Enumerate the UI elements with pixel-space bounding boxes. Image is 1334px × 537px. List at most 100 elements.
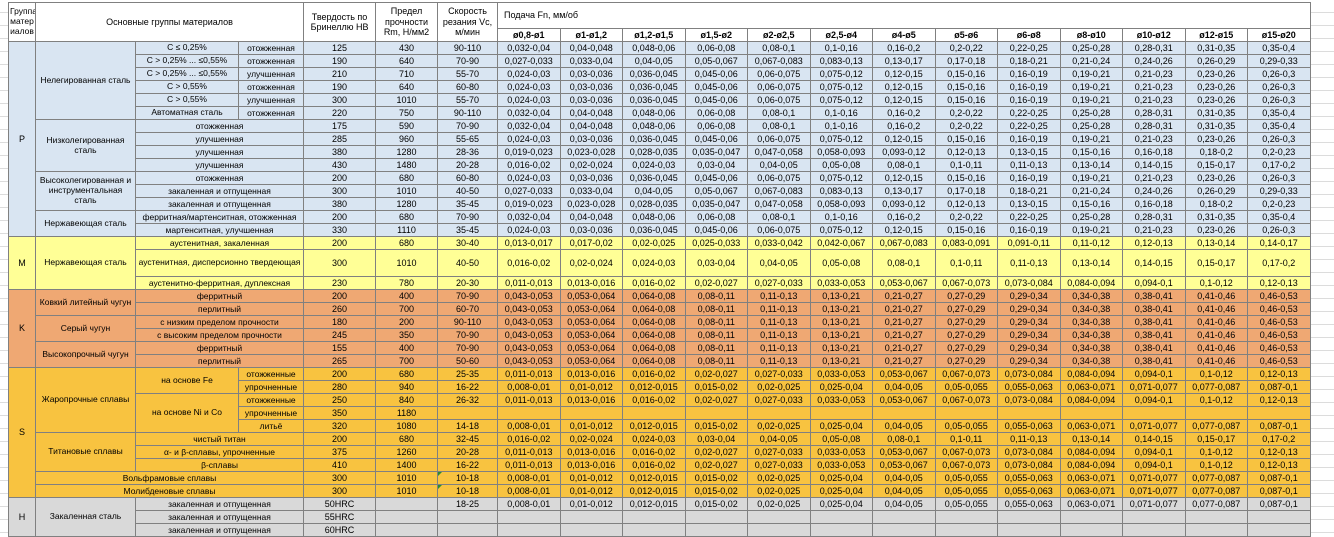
cell-speed[interactable]: 60-80: [437, 171, 499, 185]
cell-feed[interactable]: 0,18-0,2: [1184, 197, 1249, 211]
cell-condition[interactable]: отожженная: [237, 106, 305, 120]
cell-feed[interactable]: 0,04-0,05: [622, 184, 686, 198]
cell-feed[interactable]: 0,053-0,064: [559, 328, 624, 342]
cell-feed[interactable]: 0,087-0,1: [1247, 484, 1311, 498]
cell-feed[interactable]: 0,036-0,045: [622, 132, 686, 146]
cell-feed[interactable]: [1059, 510, 1124, 524]
cell-feed[interactable]: 0,048-0,06: [622, 119, 686, 133]
cell-hardness[interactable]: 260: [303, 302, 377, 316]
cell-feed[interactable]: 0,23-0,26: [1184, 93, 1249, 107]
cell-feed[interactable]: 0,06-0,08: [684, 41, 749, 55]
cell-condition[interactable]: мартенситная, улучшенная: [134, 223, 305, 237]
cell-feed[interactable]: 0,02-0,024: [559, 432, 624, 446]
cell-group[interactable]: K: [8, 289, 36, 368]
cell-feed[interactable]: 0,13-0,17: [872, 184, 936, 198]
cell-feed[interactable]: 0,011-0,013: [497, 393, 561, 407]
cell-material-wide[interactable]: Молибденовые сплавы: [34, 484, 305, 498]
cell-feed[interactable]: 0,036-0,045: [622, 93, 686, 107]
cell-feed[interactable]: 0,16-0,18: [1122, 197, 1186, 211]
cell-feed[interactable]: 0,19-0,21: [1059, 223, 1124, 237]
cell-feed[interactable]: 0,05-0,08: [809, 432, 874, 446]
cell-feed[interactable]: 0,08-0,11: [684, 289, 749, 303]
cell-feed[interactable]: 0,38-0,41: [1122, 302, 1186, 316]
cell-feed[interactable]: 0,16-0,18: [1122, 145, 1186, 159]
cell-feed[interactable]: 0,028-0,035: [622, 145, 686, 159]
cell-feed[interactable]: 0,19-0,21: [1059, 93, 1124, 107]
cell-feed[interactable]: 0,02-0,025: [747, 419, 811, 433]
cell-feed[interactable]: 0,12-0,13: [1247, 458, 1311, 472]
cell-feed[interactable]: 0,064-0,08: [622, 354, 686, 368]
cell-feed[interactable]: 0,067-0,073: [934, 276, 999, 290]
cell-feed[interactable]: 0,1-0,12: [1184, 445, 1249, 459]
cell-feed[interactable]: 0,23-0,26: [1184, 80, 1249, 94]
cell-feed[interactable]: 0,15-0,16: [934, 223, 999, 237]
cell-strength[interactable]: 640: [375, 54, 439, 68]
header-group[interactable]: Группа матер иалов: [8, 2, 36, 42]
cell-feed[interactable]: 0,21-0,23: [1122, 171, 1186, 185]
cell-strength[interactable]: 1010: [375, 93, 439, 107]
cell-feed[interactable]: 0,012-0,015: [622, 419, 686, 433]
cell-feed[interactable]: 0,075-0,12: [809, 93, 874, 107]
cell-feed[interactable]: 0,11-0,13: [747, 315, 811, 329]
cell-feed[interactable]: 0,024-0,03: [497, 171, 561, 185]
cell-feed[interactable]: [1247, 406, 1311, 420]
cell-speed[interactable]: 70-90: [437, 289, 499, 303]
cell-feed[interactable]: 0,058-0,093: [809, 197, 874, 211]
cell-feed[interactable]: 0,06-0,075: [747, 93, 811, 107]
cell-feed[interactable]: 0,21-0,27: [872, 289, 936, 303]
cell-feed[interactable]: 0,13-0,14: [1059, 158, 1124, 172]
cell-feed[interactable]: 0,013-0,016: [559, 445, 624, 459]
cell-feed[interactable]: 0,25-0,28: [1059, 210, 1124, 224]
cell-feed[interactable]: 0,048-0,06: [622, 106, 686, 120]
cell-feed[interactable]: 0,16-0,19: [997, 80, 1061, 94]
cell-feed[interactable]: 0,19-0,21: [1059, 80, 1124, 94]
cell-feed[interactable]: 0,012-0,015: [622, 497, 686, 511]
cell-feed[interactable]: 0,28-0,31: [1122, 210, 1186, 224]
cell-strength[interactable]: 400: [375, 289, 439, 303]
cell-feed[interactable]: 0,38-0,41: [1122, 341, 1186, 355]
cell-feed[interactable]: 0,21-0,27: [872, 315, 936, 329]
header-feed-range[interactable]: ø10-ø12: [1122, 28, 1186, 42]
cell-feed[interactable]: 0,16-0,19: [997, 223, 1061, 237]
cell-feed[interactable]: 0,27-0,29: [934, 341, 999, 355]
cell-feed[interactable]: 0,053-0,064: [559, 302, 624, 316]
cell-feed[interactable]: [747, 510, 811, 524]
cell-feed[interactable]: 0,03-0,04: [684, 158, 749, 172]
cell-hardness[interactable]: 230: [303, 276, 377, 290]
cell-feed[interactable]: 0,064-0,08: [622, 289, 686, 303]
cell-feed[interactable]: 0,15-0,16: [1059, 145, 1124, 159]
cell-feed[interactable]: 0,34-0,38: [1059, 289, 1124, 303]
cell-subtype[interactable]: на основе Fe: [135, 367, 239, 394]
cell-feed[interactable]: 0,053-0,064: [559, 354, 624, 368]
cell-feed[interactable]: 0,032-0,04: [497, 106, 561, 120]
cell-feed[interactable]: 0,15-0,17: [1184, 158, 1249, 172]
cell-feed[interactable]: 0,15-0,17: [1184, 432, 1249, 446]
cell-family[interactable]: Закаленная сталь: [35, 497, 136, 537]
cell-feed[interactable]: [1059, 406, 1124, 420]
cell-feed[interactable]: 0,084-0,094: [1059, 393, 1124, 407]
cell-hardness[interactable]: 380: [303, 197, 377, 211]
cell-feed[interactable]: 0,14-0,15: [1122, 432, 1186, 446]
cell-strength[interactable]: 1180: [375, 406, 439, 420]
cell-feed[interactable]: 0,01-0,012: [559, 497, 624, 511]
cell-feed[interactable]: 0,41-0,46: [1184, 302, 1249, 316]
cell-speed[interactable]: [437, 510, 499, 524]
cell-feed[interactable]: 0,094-0,1: [1122, 458, 1186, 472]
cell-strength[interactable]: 350: [375, 328, 439, 342]
cell-hardness[interactable]: 300: [303, 93, 377, 107]
cell-feed[interactable]: 0,008-0,01: [497, 419, 561, 433]
cell-strength[interactable]: 680: [375, 171, 439, 185]
cell-condition[interactable]: ферритный: [134, 341, 305, 355]
cell-condition[interactable]: аустенитная, дисперсионно твердеющая: [134, 249, 305, 277]
cell-feed[interactable]: 0,38-0,41: [1122, 289, 1186, 303]
cell-feed[interactable]: 0,34-0,38: [1059, 354, 1124, 368]
header-materials[interactable]: Основные группы материалов: [34, 2, 305, 42]
cell-feed[interactable]: 0,04-0,05: [622, 54, 686, 68]
cell-speed[interactable]: 16-22: [437, 458, 499, 472]
cell-feed[interactable]: 0,03-0,036: [559, 132, 624, 146]
cell-feed[interactable]: 0,21-0,23: [1122, 132, 1186, 146]
cell-feed[interactable]: 0,02-0,024: [559, 249, 624, 277]
header-feed-range[interactable]: ø12-ø15: [1184, 28, 1249, 42]
cell-feed[interactable]: 0,1-0,11: [934, 158, 999, 172]
cell-feed[interactable]: 0,024-0,03: [497, 223, 561, 237]
